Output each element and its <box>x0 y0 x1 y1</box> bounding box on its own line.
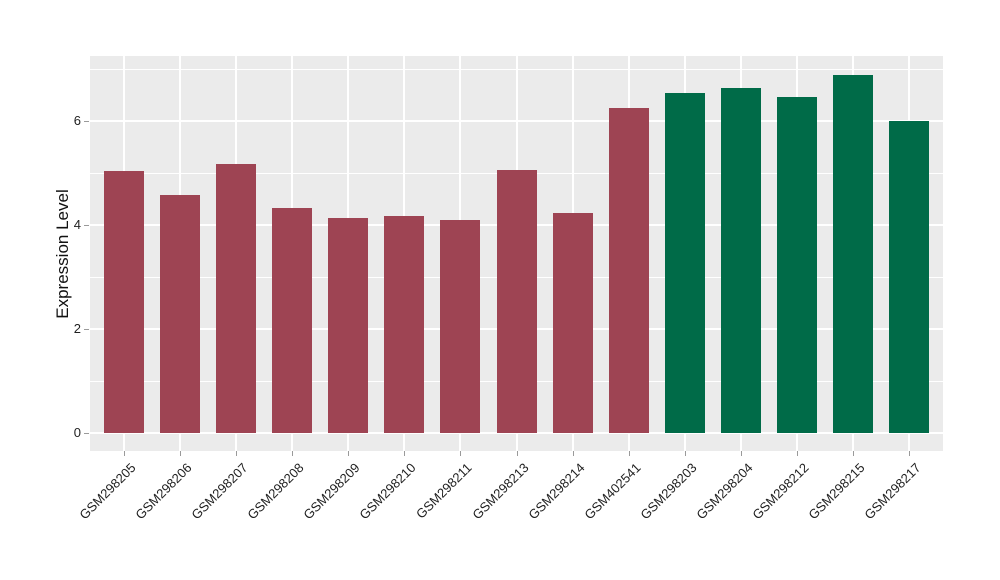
bar-GSM298205 <box>103 170 144 433</box>
bar-GSM298215 <box>833 75 874 433</box>
bar-GSM298214 <box>552 213 593 433</box>
x-tick-mark <box>909 451 911 456</box>
bar-GSM298209 <box>328 218 369 433</box>
x-tick-mark <box>740 451 742 456</box>
bar-GSM298208 <box>272 207 313 433</box>
y-tick-label: 4 <box>73 216 81 232</box>
x-tick-mark <box>179 451 181 456</box>
gridline-horizontal-minor <box>90 68 943 70</box>
x-tick-mark <box>684 451 686 456</box>
x-tick-label: GSM298207 <box>188 460 251 523</box>
x-tick-label: GSM298215 <box>805 460 868 523</box>
x-tick-mark <box>853 451 855 456</box>
x-tick-label: GSM298209 <box>300 460 363 523</box>
x-tick-label: GSM298205 <box>76 460 139 523</box>
x-tick-label: GSM402541 <box>581 460 644 523</box>
x-tick-label: GSM298211 <box>413 460 475 522</box>
bar-GSM298212 <box>777 97 818 433</box>
x-tick-mark <box>628 451 630 456</box>
x-tick-mark <box>348 451 350 456</box>
bar-GSM298203 <box>664 93 705 433</box>
x-tick-label: GSM298208 <box>244 460 307 523</box>
x-tick-mark <box>572 451 574 456</box>
y-tick-label: 2 <box>73 320 81 336</box>
x-tick-label: GSM298206 <box>132 460 195 523</box>
x-tick-label: GSM298204 <box>693 460 756 523</box>
bar-GSM298204 <box>720 88 761 433</box>
bar-GSM298217 <box>889 121 930 433</box>
x-tick-mark <box>404 451 406 456</box>
x-tick-label: GSM298210 <box>356 460 419 523</box>
x-tick-mark <box>235 451 237 456</box>
y-tick-mark <box>84 120 89 122</box>
x-tick-mark <box>516 451 518 456</box>
x-tick-mark <box>460 451 462 456</box>
x-tick-label: GSM298217 <box>861 460 924 523</box>
bar-GSM298210 <box>384 216 425 433</box>
y-axis-title: Expression Level <box>53 188 72 319</box>
y-tick-label: 6 <box>73 112 81 128</box>
x-tick-mark <box>123 451 125 456</box>
bar-GSM298213 <box>496 169 537 433</box>
bar-GSM298206 <box>159 195 200 433</box>
y-tick-label: 0 <box>73 425 81 440</box>
bar-GSM298207 <box>215 163 256 433</box>
gridline-horizontal-major <box>90 432 943 434</box>
x-tick-label: GSM298213 <box>468 460 532 523</box>
y-tick-mark <box>84 328 89 330</box>
x-tick-label: GSM298212 <box>749 460 812 523</box>
gridline-horizontal-major <box>90 119 943 122</box>
y-tick-mark <box>84 433 89 434</box>
x-tick-mark <box>797 451 799 456</box>
x-tick-label: GSM298203 <box>637 460 700 523</box>
x-tick-label: GSM298214 <box>524 460 588 523</box>
bar-GSM298211 <box>440 220 481 433</box>
x-tick-mark <box>292 451 294 456</box>
bar-GSM402541 <box>608 108 649 433</box>
y-tick-mark <box>84 224 89 226</box>
